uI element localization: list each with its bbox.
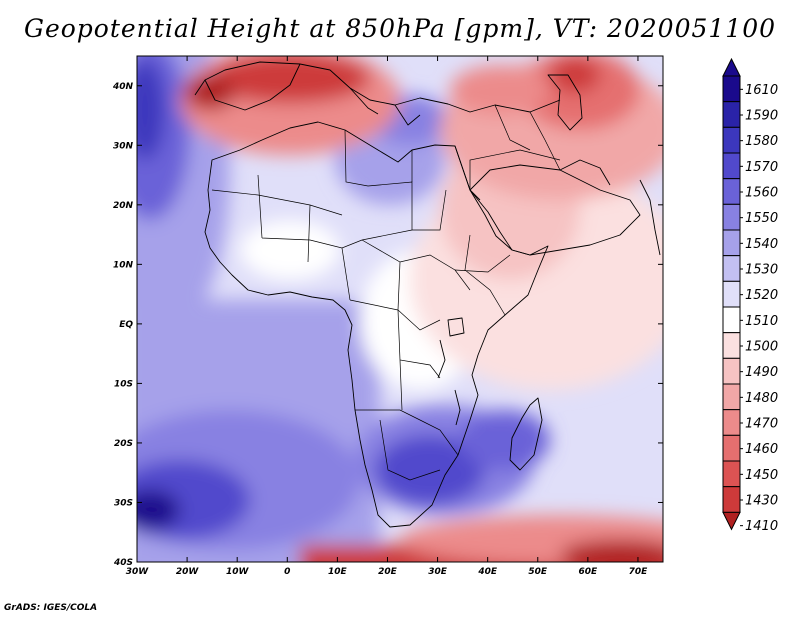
field-moz-channel	[460, 410, 550, 470]
colorbar: 1610 1590 1580 1570 1560 1550 1540 1530 1520 1510…	[722, 57, 778, 534]
colorbar-label: 1610	[745, 83, 778, 98]
colorbar-swatch	[722, 383, 741, 411]
arabia	[469, 164, 641, 256]
colorbar-label: 1490	[745, 365, 778, 380]
italy-greece	[349, 87, 421, 126]
colorbar-label: 1530	[745, 263, 778, 278]
lon-tick-label: 30W	[126, 567, 150, 577]
colorbar-swatch	[722, 434, 741, 462]
border-sahara	[344, 129, 447, 231]
persian-gulf	[559, 159, 611, 186]
colorbar-swatch	[722, 460, 741, 488]
lat-tick-label: 40N	[112, 82, 134, 92]
lat-tick-label: 20N	[113, 201, 134, 211]
colorbar-label: 1500	[745, 340, 778, 355]
colorbar-bottom-arrow	[722, 511, 741, 531]
colorbar-label: 1410	[745, 519, 778, 534]
field-iberia-deep	[185, 74, 235, 110]
lat-tick-label: 10S	[114, 379, 133, 389]
height-field	[137, 56, 663, 562]
plot-frame	[136, 55, 664, 563]
colorbar-label: 1480	[745, 391, 778, 406]
colorbar-label: 1560	[745, 186, 778, 201]
map-title: Geopotential Height at 850hPa [gpm], VT:…	[23, 14, 777, 43]
borders	[211, 104, 561, 481]
lon-tick-label: 60E	[579, 567, 599, 577]
lake-tanganyika	[437, 339, 446, 379]
colorbar-label: 1520	[745, 288, 778, 303]
colorbar-swatch	[722, 357, 741, 385]
colorbar-label: 1550	[745, 211, 778, 226]
lon-tick-label: 30E	[428, 567, 448, 577]
field-caspian	[520, 56, 640, 130]
colorbar-swatch	[722, 152, 741, 180]
colorbar-label: 1540	[745, 237, 778, 252]
lon-tick-label: 10E	[328, 567, 348, 577]
colorbar-swatch	[722, 306, 741, 334]
colorbar-top-arrow	[722, 57, 741, 77]
field-so-outer	[400, 515, 663, 562]
lon-tick-label: 40E	[477, 567, 498, 577]
border-west-africa	[211, 174, 413, 263]
india-coast	[639, 179, 661, 256]
border-south	[355, 309, 459, 481]
lat-tick-label: 30S	[114, 498, 133, 508]
field-caspian-core	[550, 57, 600, 93]
colorbar-swatch	[722, 486, 741, 513]
border-middle-east	[469, 104, 561, 190]
colorbar-label: 1450	[745, 468, 778, 483]
lat-tick-label: 40S	[113, 558, 133, 568]
colorbar-swatch	[722, 229, 741, 257]
colorbar-swatch	[722, 126, 741, 154]
caspian	[547, 74, 583, 131]
field-turkey	[450, 65, 550, 115]
colorbar-label: 1570	[745, 160, 778, 175]
lat-tick-label: 20S	[114, 439, 133, 449]
field-iberia-core	[210, 56, 370, 103]
border-central	[341, 239, 471, 331]
lon-tick-label: 70E	[629, 567, 649, 577]
colorbar-swatch	[722, 255, 741, 282]
madagascar	[509, 397, 543, 471]
colorbar-swatch	[722, 75, 741, 103]
lat-tick-label: EQ	[119, 320, 133, 330]
field-sa-core	[137, 490, 180, 530]
border-east	[454, 234, 511, 316]
lon-tick-label: 10W	[226, 567, 250, 577]
lake-malawi	[454, 389, 461, 426]
credit-label: GrADS: IGES/COLA	[4, 603, 98, 613]
field-west-africa	[240, 220, 340, 280]
lon-tick-label: 0	[284, 567, 290, 577]
colorbar-swatch	[722, 203, 741, 231]
field-saf-high	[375, 435, 485, 505]
lat-tick-label: 10N	[113, 260, 134, 270]
colorbar-swatch	[722, 280, 741, 308]
lake-victoria	[447, 317, 465, 337]
lon-tick-label: 50E	[528, 567, 548, 577]
field-azores-core	[137, 60, 165, 160]
colorbar-label: 1430	[745, 494, 778, 509]
colorbar-label: 1590	[745, 109, 778, 124]
colorbar-label: 1460	[745, 442, 778, 457]
lon-tick-label: 20E	[378, 567, 398, 577]
colorbar-swatch	[722, 101, 741, 128]
field-so-core	[560, 540, 663, 562]
colorbar-label: 1580	[745, 134, 778, 149]
europe-coast	[194, 61, 561, 113]
lon-tick-label: 20W	[176, 567, 200, 577]
colorbar-label: 1470	[745, 417, 778, 432]
colorbar-swatch	[722, 178, 741, 205]
colorbar-label: 1510	[745, 314, 778, 329]
lat-tick-label: 30N	[113, 141, 134, 151]
colorbar-swatch	[722, 332, 741, 359]
colorbar-swatch	[722, 409, 741, 436]
iberia	[204, 63, 301, 111]
